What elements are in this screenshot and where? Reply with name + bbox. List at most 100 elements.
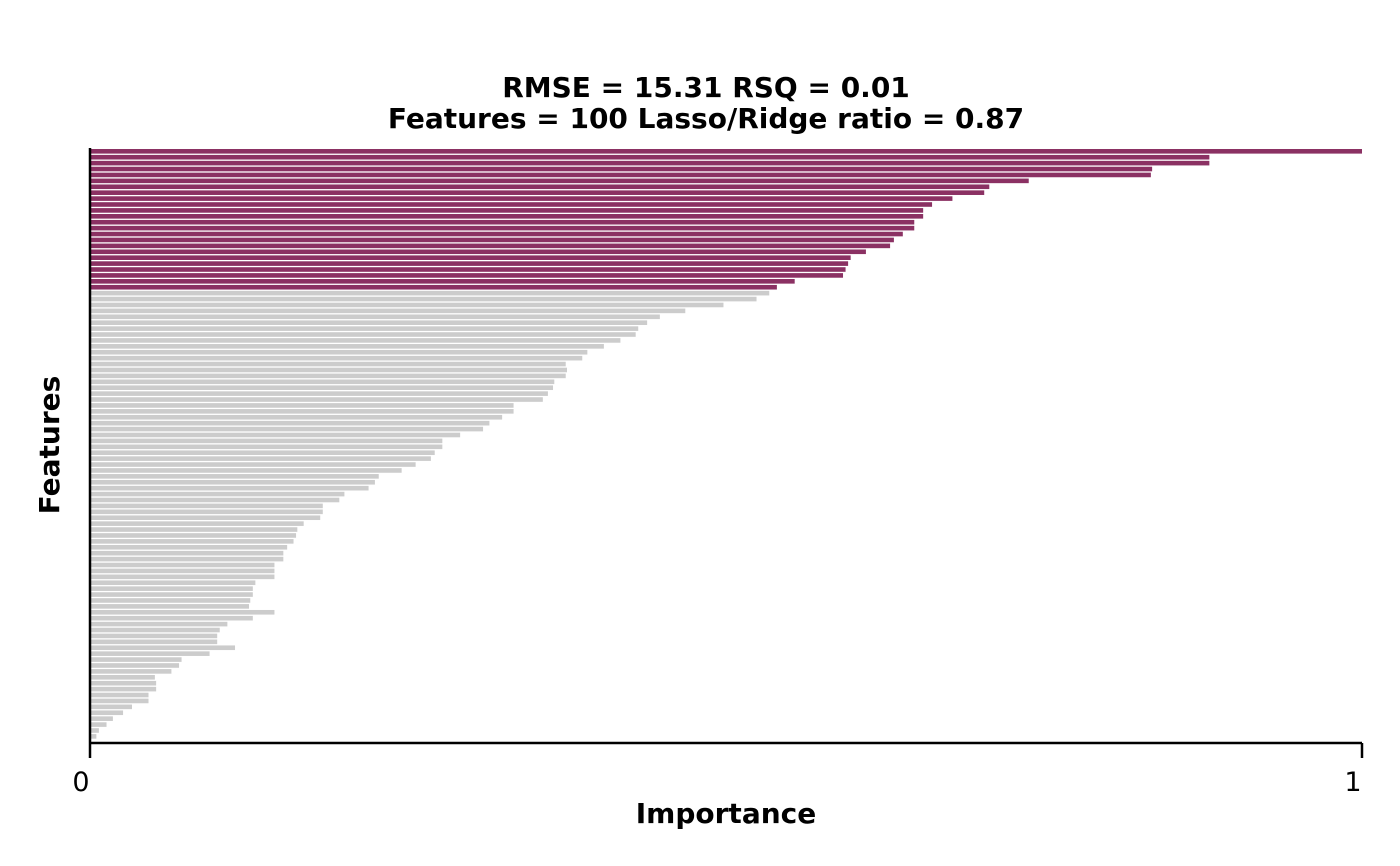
importance-bar	[90, 550, 284, 556]
importance-bar	[90, 432, 461, 438]
importance-bar	[90, 379, 555, 385]
importance-bar	[90, 166, 1153, 172]
importance-bar	[90, 290, 770, 296]
importance-bar	[90, 462, 416, 467]
chart-title-line-2: Features = 100 Lasso/Ridge ratio = 0.87	[388, 102, 1024, 135]
importance-bar	[90, 178, 1029, 184]
importance-bar	[90, 479, 375, 485]
importance-bar	[90, 609, 275, 615]
importance-bar	[90, 574, 275, 580]
importance-bar	[90, 474, 379, 479]
importance-bar	[90, 154, 1210, 160]
importance-bar	[90, 592, 253, 597]
importance-bar	[90, 202, 933, 207]
importance-bar	[90, 302, 724, 308]
importance-bar	[90, 426, 484, 432]
importance-bar	[90, 692, 149, 698]
importance-bar	[90, 533, 297, 538]
importance-bar	[90, 544, 288, 550]
importance-bar	[90, 361, 566, 367]
importance-bar	[90, 214, 924, 219]
importance-bar	[90, 663, 180, 668]
importance-bar	[90, 734, 97, 739]
importance-bar	[90, 468, 402, 473]
importance-bar	[90, 332, 636, 337]
importance-bar	[90, 385, 554, 391]
importance-bar	[90, 403, 514, 408]
importance-bar	[90, 320, 648, 325]
importance-bar	[90, 367, 567, 373]
importance-bar	[90, 497, 340, 503]
importance-bar	[90, 621, 228, 627]
importance-bar	[90, 539, 294, 544]
importance-bar	[90, 284, 777, 290]
importance-bar	[90, 391, 548, 396]
importance-bar	[90, 355, 583, 361]
importance-bar	[90, 438, 443, 444]
importance-bar	[90, 243, 891, 249]
importance-bar	[90, 657, 182, 662]
importance-bar	[90, 184, 990, 190]
importance-bar	[90, 219, 915, 225]
importance-bar	[90, 231, 903, 237]
importance-bar	[90, 249, 866, 255]
importance-bar	[90, 722, 107, 727]
importance-bar	[90, 568, 275, 574]
importance-bar	[90, 373, 566, 379]
importance-bar	[90, 509, 323, 515]
importance-bar	[90, 716, 113, 721]
x-tick-label-1: 1	[1344, 767, 1361, 798]
importance-bar	[90, 308, 686, 314]
importance-bar	[90, 149, 1362, 154]
importance-bar	[90, 680, 157, 686]
importance-bar	[90, 349, 588, 355]
importance-bar	[90, 615, 253, 621]
importance-bar	[90, 420, 490, 426]
importance-bar	[90, 225, 915, 231]
importance-bar	[90, 515, 321, 521]
importance-bar	[90, 414, 503, 420]
chart-title-line-1: RMSE = 15.31 RSQ = 0.01	[502, 71, 910, 104]
importance-bar	[90, 669, 172, 674]
importance-bar	[90, 503, 323, 509]
importance-bar	[90, 273, 844, 278]
importance-bar	[90, 196, 953, 201]
importance-bar	[90, 255, 851, 260]
y-axis-label: Features	[33, 376, 66, 515]
importance-bar	[90, 338, 621, 343]
importance-bar	[90, 645, 236, 651]
importance-bar	[90, 627, 220, 633]
importance-bar	[90, 261, 849, 266]
importance-bar	[90, 686, 157, 692]
importance-bar	[90, 397, 543, 402]
importance-bar	[90, 521, 304, 526]
x-axis-label: Importance	[636, 797, 816, 830]
x-tick-label-0: 0	[72, 767, 89, 798]
importance-bar	[90, 326, 639, 331]
importance-bar	[90, 314, 660, 320]
importance-bar	[90, 409, 514, 414]
importance-bar	[90, 208, 924, 213]
importance-bar	[90, 160, 1210, 166]
importance-bar	[90, 527, 298, 532]
importance-bar	[90, 237, 894, 243]
importance-bar	[90, 651, 210, 656]
importance-bar	[90, 586, 253, 591]
importance-bar	[90, 344, 604, 349]
importance-bar	[90, 485, 369, 491]
importance-bar	[90, 639, 218, 645]
importance-bar	[90, 704, 132, 710]
importance-bar	[90, 710, 124, 716]
importance-bar	[90, 279, 795, 284]
importance-bar	[90, 698, 149, 704]
importance-bar	[90, 172, 1151, 178]
importance-bar	[90, 604, 249, 609]
importance-bar	[90, 456, 431, 461]
importance-bar	[90, 491, 345, 497]
importance-bar	[90, 728, 99, 733]
importance-bar	[90, 674, 155, 680]
importance-bar	[90, 450, 435, 456]
importance-bar	[90, 562, 275, 568]
importance-bar	[90, 296, 757, 302]
